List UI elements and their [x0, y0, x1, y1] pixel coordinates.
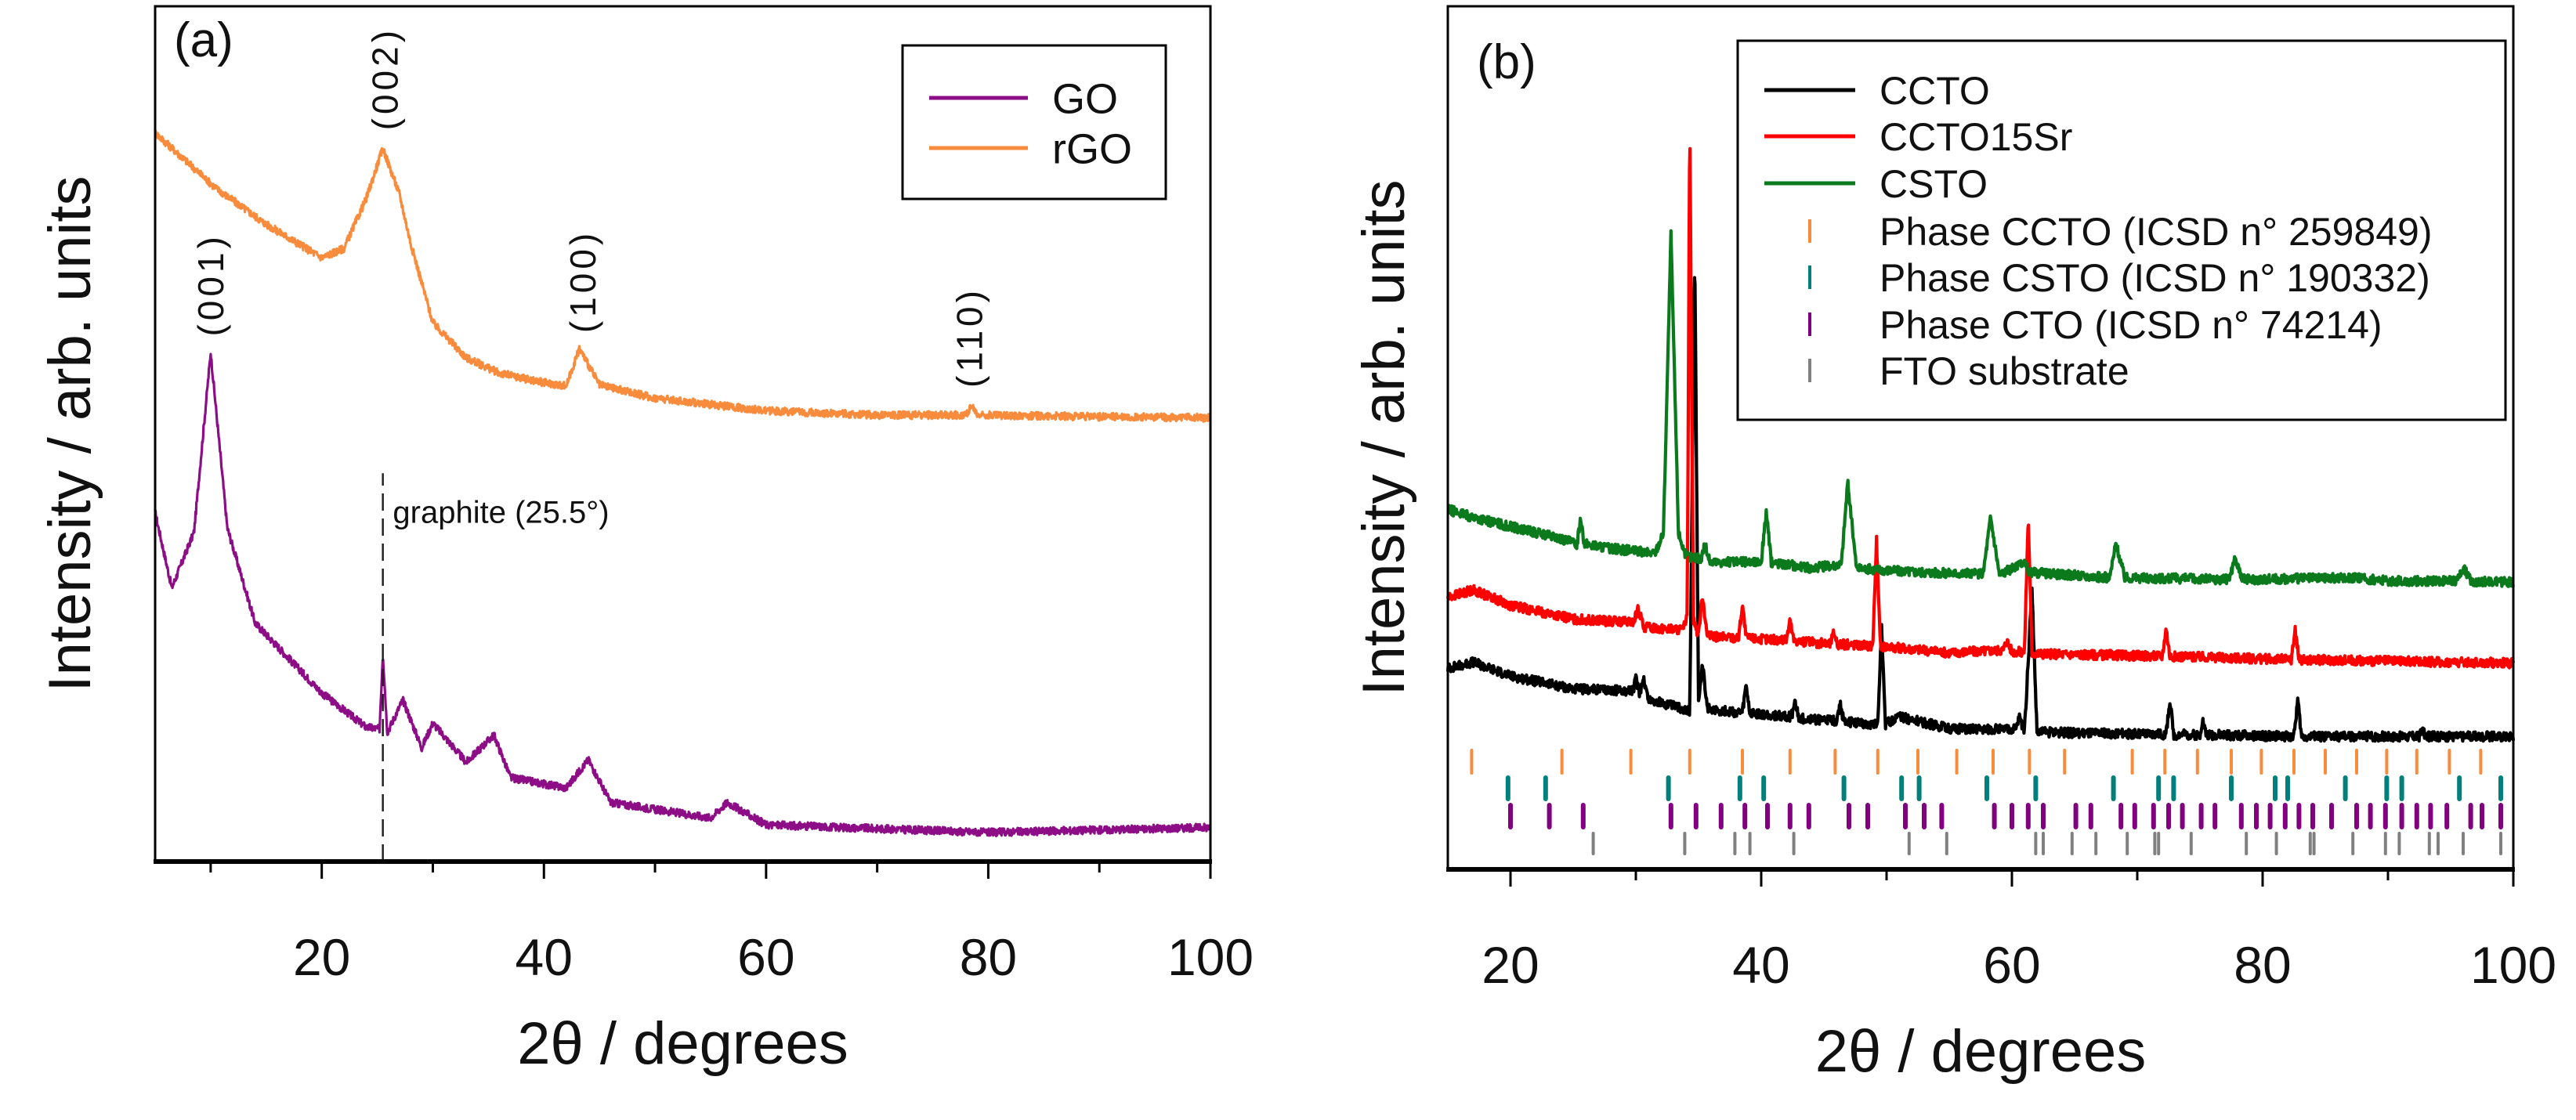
y-axis-label: Intensity / arb. units — [1351, 180, 1417, 696]
panel-a-go-rgo-xrd: (002) (001) (100) (110) graphite (25.5°) 20 40… — [37, 5, 1254, 1077]
legend-label: CCTO — [1880, 69, 1990, 113]
peak-label: (110) — [949, 287, 990, 388]
legend-label: rGO — [1052, 125, 1132, 172]
legend-label: Phase CTO (ICSD n° 74214) — [1880, 303, 2382, 347]
legend-box — [1736, 39, 2507, 421]
x-tick-label: 60 — [1983, 936, 2040, 994]
legend-label: GO — [1052, 75, 1118, 122]
legend-label: Phase CSTO (ICSD n° 190332) — [1880, 256, 2430, 300]
peak-label: (001) — [190, 233, 231, 336]
x-axis-label: 2θ / degrees — [517, 1010, 848, 1077]
x-tick-label: 80 — [2234, 936, 2291, 994]
series-line-ccto15sr — [1445, 146, 2516, 670]
peak-label: (002) — [365, 27, 406, 130]
legend-label: CCTO15Sr — [1880, 115, 2072, 159]
series-line-go — [154, 352, 1212, 838]
graphite-annotation: graphite (25.5°) — [393, 496, 609, 530]
x-tick-label: 60 — [737, 928, 794, 986]
x-tick-label: 20 — [1482, 936, 1539, 994]
peak-label: (100) — [563, 229, 603, 333]
series-line-csto — [1446, 229, 2516, 588]
x-tick-label: 100 — [2470, 936, 2556, 994]
legend-box — [901, 44, 1167, 201]
y-axis-label: Intensity / arb. units — [37, 176, 103, 692]
x-tick-label: 100 — [1167, 928, 1254, 986]
x-tick-label: 40 — [516, 928, 573, 986]
panel-label: (a) — [174, 13, 233, 67]
legend-label: CSTO — [1880, 162, 1988, 206]
x-tick-label: 80 — [960, 928, 1017, 986]
panel-b-ccto-xrd: 20 40 60 80 100 2θ / degrees Intensity / arb. … — [1351, 5, 2556, 1085]
x-tick-label: 20 — [293, 928, 350, 986]
x-axis-label: 2θ / degrees — [1815, 1018, 2147, 1085]
legend-label: Phase CCTO (ICSD n° 259849) — [1880, 210, 2433, 254]
x-tick-label: 40 — [1732, 936, 1789, 994]
series-line-ccto — [1445, 276, 2516, 743]
panel-label: (b) — [1477, 35, 1536, 89]
legend-label: FTO substrate — [1880, 349, 2129, 393]
series-line-rgo — [154, 129, 1212, 423]
